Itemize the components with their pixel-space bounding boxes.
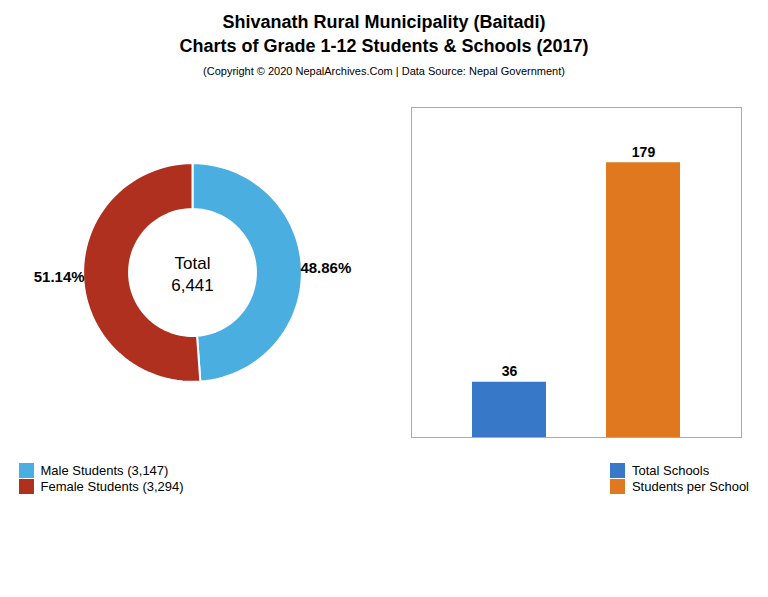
html-text:Male Students (3,147): Male Students (3,147) [40,462,169,478]
html-text:Students per School: Students per School [631,478,749,494]
svg-text:36: 36 [502,363,518,379]
html-text:Female Students (3,294): Female Students (3,294) [40,478,184,494]
html-text:Shivanath Rural Municipality (: Shivanath Rural Municipality (Baitadi) C… [179,12,589,57]
svg-text:179: 179 [632,143,656,159]
svg-text:51.14%: 51.14% [34,268,85,285]
html-text:Total Schools: Total Schools [631,462,710,478]
svg-text:48.86%: 48.86% [300,258,351,275]
html-text:(Copyright © 2020 NepalArchive: (Copyright © 2020 NepalArchives.Com | Da… [203,64,565,77]
svg-text:Total6,441: Total6,441 [171,253,214,294]
